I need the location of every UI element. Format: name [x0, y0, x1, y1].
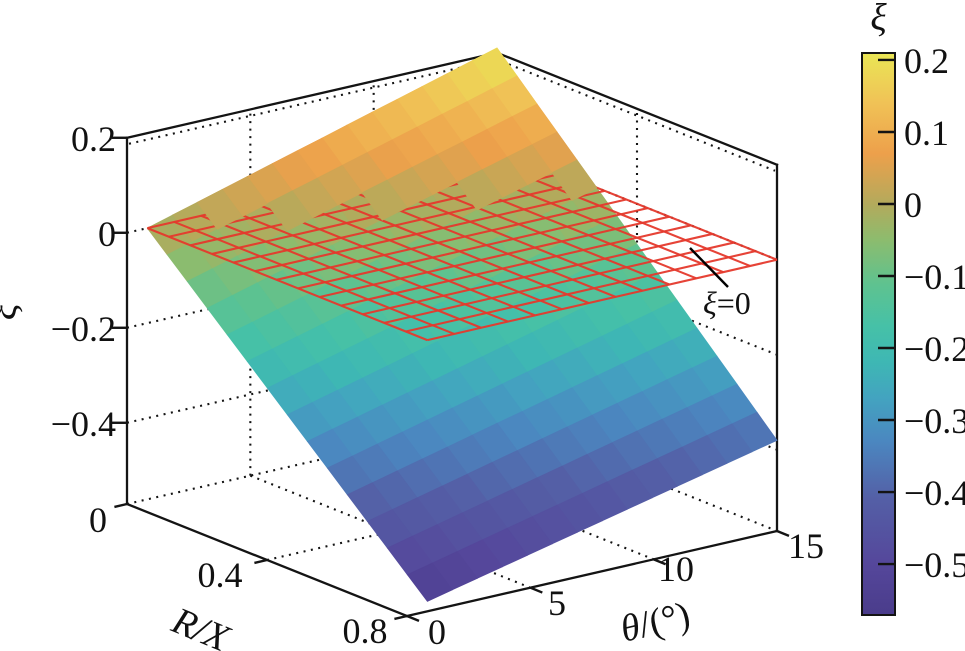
- surface-facet: [361, 179, 408, 221]
- z-axis-title: ξ: [0, 303, 25, 320]
- colorbar-tick-label: 0.1: [904, 113, 949, 153]
- z-axis-tick-label: 0.2: [71, 119, 116, 159]
- y-axis-tick-label: 10: [658, 549, 694, 589]
- mesh-line-rx-dir: [308, 190, 590, 305]
- grid-top-right: [494, 57, 776, 172]
- y-axis-tick: [406, 614, 420, 623]
- colorbar-bar: [861, 52, 896, 616]
- surface-facet: [196, 188, 243, 230]
- x-axis-tick-label: 0: [89, 500, 107, 540]
- mesh-line-theta-dir: [427, 258, 778, 342]
- colorbar-tick-label: 0: [904, 185, 922, 225]
- y-axis-tick: [776, 529, 790, 538]
- y-axis-tick-label: 0: [428, 612, 446, 651]
- y-axis-title: θ/(°): [617, 594, 694, 651]
- mesh-line-theta-dir: [384, 241, 735, 324]
- y-axis-line: [405, 529, 779, 618]
- surface-above-zero: [196, 47, 598, 232]
- y-axis-tick-label: 5: [548, 583, 566, 623]
- y-axis-tick: [529, 586, 543, 594]
- z-axis-tick-label: −0.2: [51, 309, 116, 349]
- x-axis-tick-label: 0.4: [198, 555, 243, 595]
- mesh-line-rx-dir: [200, 214, 482, 329]
- colorbar-tick-label: −0.2: [904, 329, 965, 369]
- mesh-line-rx-dir: [146, 227, 428, 342]
- colorbar-tick-label: −0.4: [904, 473, 965, 513]
- y-axis-tick: [653, 558, 667, 566]
- mesh-line-theta-dir: [405, 250, 756, 333]
- mesh-line-theta-dir: [276, 198, 627, 281]
- mesh-line-rx-dir: [227, 208, 509, 323]
- annotation-label: ξ=0: [703, 285, 751, 321]
- annotation: ξ=0: [689, 247, 751, 321]
- y-axis-tick-label: 15: [788, 526, 824, 566]
- box-top-right-edge: [495, 51, 779, 167]
- mesh-line-theta-dir: [254, 189, 605, 273]
- grid-top-left: [128, 57, 500, 145]
- box-top-left-edge: [125, 51, 499, 140]
- colorbar-tick-label: −0.1: [904, 257, 965, 297]
- mesh-line-theta-dir: [297, 207, 649, 290]
- mesh-line-theta-dir: [340, 224, 692, 307]
- colorbar-tick-label: −0.3: [904, 401, 965, 441]
- annotation-leader-line: [689, 247, 729, 288]
- z-axis-tick-label: 0: [98, 214, 116, 254]
- axis-ticks-and-labels: 0.2 0 −0.2 −0.4 0 0.4 0.8 0 5 10 15 ξ R/X θ/(°): [0, 119, 824, 651]
- x-axis-title: R/X: [165, 599, 236, 651]
- mesh-line-theta-dir: [319, 215, 670, 299]
- colorbar: 0.2 0.1 0 −0.1 −0.2 −0.3 −0.4 −0.5 ξ: [861, 0, 965, 616]
- mesh-line-theta-dir: [362, 232, 713, 316]
- x-axis-tick: [114, 502, 128, 509]
- surface-facet: [551, 159, 598, 202]
- colorbar-tick-label: 0.2: [904, 41, 949, 81]
- surface-facet: [456, 169, 503, 211]
- mesh-line-rx-dir: [173, 220, 455, 335]
- colorbar-tick-label: −0.5: [904, 545, 965, 585]
- x-axis-tick: [254, 558, 268, 565]
- colorbar-title: ξ: [870, 0, 887, 39]
- x-axis-tick-label: 0.8: [343, 611, 388, 651]
- surface-facet: [406, 562, 453, 602]
- mesh-line-theta-dir: [233, 181, 584, 264]
- surface-facet: [266, 190, 313, 232]
- mesh-line-rx-dir: [281, 196, 563, 311]
- z-axis-tick-label: −0.4: [51, 404, 116, 444]
- x-axis-tick: [394, 614, 408, 621]
